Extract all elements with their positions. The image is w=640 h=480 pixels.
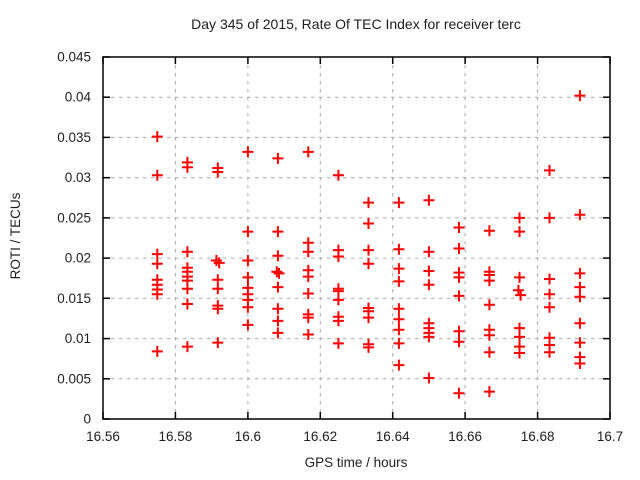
svg-text:0.03: 0.03	[65, 170, 91, 185]
svg-text:16.62: 16.62	[303, 429, 337, 444]
svg-text:16.6: 16.6	[235, 429, 261, 444]
svg-text:16.7: 16.7	[597, 429, 623, 444]
svg-text:0: 0	[83, 412, 91, 427]
data-points	[151, 90, 586, 399]
svg-text:16.56: 16.56	[86, 429, 120, 444]
svg-text:16.66: 16.66	[448, 429, 482, 444]
svg-text:0.005: 0.005	[57, 371, 91, 386]
svg-text:0.035: 0.035	[57, 130, 91, 145]
svg-text:0.015: 0.015	[57, 291, 91, 306]
svg-text:16.58: 16.58	[159, 429, 193, 444]
svg-text:0.04: 0.04	[65, 90, 92, 105]
axis-ticks	[102, 56, 611, 420]
plot-border	[102, 56, 611, 420]
tick-labels: 16.56 16.58 16.6 16.62 16.64 16.66 16.68 16.7 0 0…	[57, 50, 623, 445]
svg-text:0.01: 0.01	[65, 331, 91, 346]
y-axis-label: ROTI / TECUs	[8, 192, 23, 279]
svg-text:0.045: 0.045	[57, 50, 91, 65]
svg-text:0.025: 0.025	[57, 210, 91, 225]
svg-text:0.02: 0.02	[65, 251, 91, 266]
svg-text:16.64: 16.64	[376, 429, 410, 444]
grid-lines	[102, 56, 611, 420]
x-axis-label: GPS time / hours	[305, 455, 408, 470]
svg-text:16.68: 16.68	[521, 429, 555, 444]
chart-title: Day 345 of 2015, Rate Of TEC Index for r…	[191, 16, 521, 32]
